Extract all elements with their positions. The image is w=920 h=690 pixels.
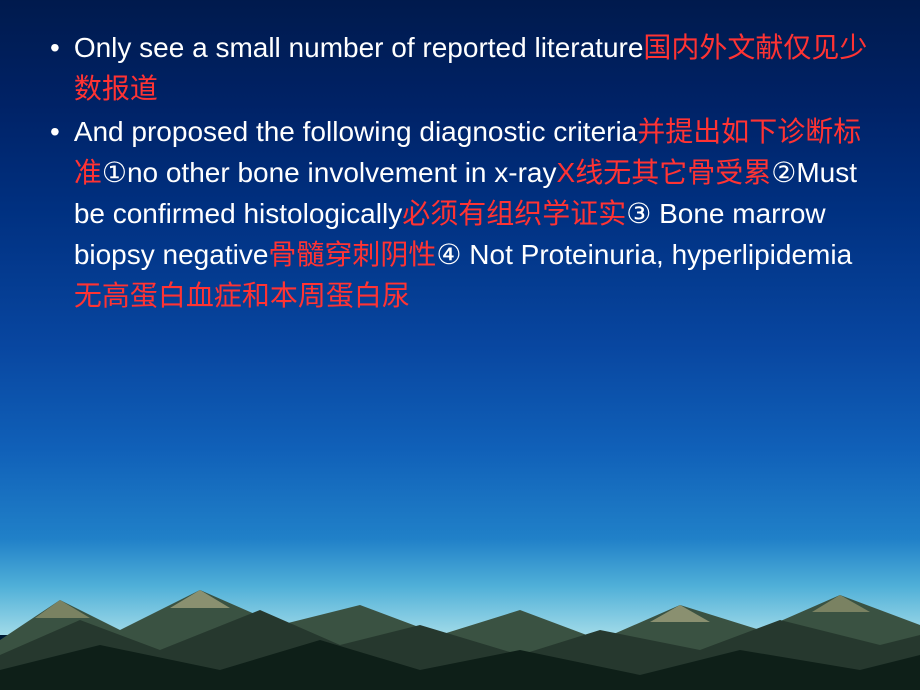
bullet-mark-icon: • — [50, 112, 60, 317]
terrain-graphic — [0, 550, 920, 690]
bullet-1: • Only see a small number of reported li… — [50, 28, 870, 110]
item-1-num: ① — [102, 157, 127, 188]
item-1-x: X — [557, 157, 576, 188]
peak-highlight — [35, 600, 90, 618]
item-4-en: Not Proteinuria, hyperlipidemia — [462, 239, 853, 270]
item-1-zh: 线无其它骨受累 — [575, 158, 771, 189]
item-4-zh: 无高蛋白血症和本周蛋白尿 — [74, 281, 410, 312]
bullet-2-intro-en: And proposed the following diagnostic cr… — [74, 116, 637, 147]
item-2-num: ② — [771, 157, 796, 188]
item-1-en: no other bone involvement in x-ray — [127, 157, 557, 188]
bullet-mark-icon: • — [50, 28, 60, 110]
item-2-zh: 必须有组织学证实 — [402, 199, 626, 230]
bullet-2: • And proposed the following diagnostic … — [50, 112, 870, 317]
peak-highlight — [170, 590, 230, 608]
content-area: • Only see a small number of reported li… — [0, 0, 920, 317]
item-4-num: ④ — [436, 239, 461, 270]
item-3-num: ③ — [626, 198, 651, 229]
item-3-zh: 骨髓穿刺阴性 — [268, 240, 436, 271]
bullet-2-text: And proposed the following diagnostic cr… — [74, 112, 870, 317]
bullet-1-text: Only see a small number of reported lite… — [74, 28, 870, 110]
slide: • Only see a small number of reported li… — [0, 0, 920, 690]
bullet-1-en: Only see a small number of reported lite… — [74, 32, 644, 63]
